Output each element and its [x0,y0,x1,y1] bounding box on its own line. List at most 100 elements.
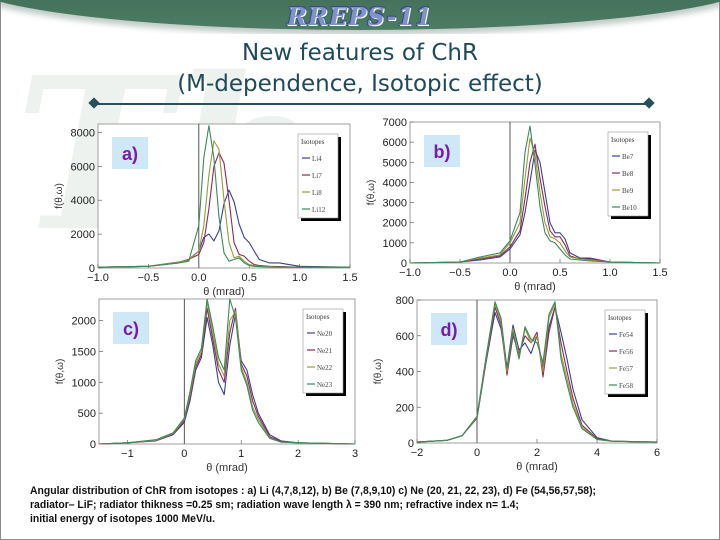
header-banner: RREPS-11 [0,0,720,34]
slide-title-line-2: (M-dependence, Isotopic effect) [177,71,543,97]
svg-text:2000: 2000 [383,218,407,230]
svg-text:f(θ,ω): f(θ,ω) [55,359,66,385]
svg-text:θ (mrad): θ (mrad) [203,286,245,298]
svg-text:1500: 1500 [72,346,96,358]
svg-text:0: 0 [90,439,96,451]
svg-text:Ne20: Ne20 [317,330,333,338]
svg-text:θ (mrad): θ (mrad) [206,462,248,474]
svg-text:6000: 6000 [383,137,407,149]
chart-plot-svg: −1.0 −0.5 0.0 0.5 1.0 1.5 0 1000 2000 3000 4000 500… [366,117,668,293]
svg-text:Ne23: Ne23 [317,381,333,389]
svg-text:4: 4 [594,447,600,459]
chart-d-iron: −2 0 2 4 6 0 200 400 600 800 θ (mrad) f(θ,ω) d) Isoto… [365,295,665,474]
svg-text:f(θ,ω): f(θ,ω) [373,359,384,385]
svg-text:Be10: Be10 [622,204,637,212]
svg-text:1000: 1000 [383,238,407,250]
svg-text:600: 600 [396,331,414,343]
svg-text:0: 0 [474,447,480,459]
svg-text:Be8: Be8 [622,170,634,178]
svg-text:θ (mrad): θ (mrad) [514,281,556,293]
svg-text:a): a) [122,144,138,164]
svg-text:Li8: Li8 [312,189,322,197]
series-line-ne20 [98,313,356,445]
svg-text:Li7: Li7 [312,172,322,180]
svg-text:500: 500 [78,408,96,420]
svg-text:Fe56: Fe56 [619,348,634,356]
svg-text:800: 800 [396,295,414,307]
svg-text:0: 0 [408,438,414,450]
svg-text:−1: −1 [121,448,134,460]
svg-text:Fe54: Fe54 [619,331,634,339]
chart-plot-svg: −1 0 1 2 3 0 500 1000 1500 2000 θ (mrad) f(θ,ω) c) Is… [55,298,358,474]
chart-legend: Isotopes Li4 Li7 Li8 Li12 [297,133,341,221]
svg-text:Isotopes: Isotopes [306,313,330,321]
svg-text:6: 6 [654,447,660,459]
svg-text:0.0: 0.0 [191,272,206,284]
svg-text:θ (mrad): θ (mrad) [516,461,558,473]
svg-text:1000: 1000 [72,377,96,389]
svg-text:2: 2 [295,448,301,460]
figure-caption: Angular distribution of ChR from isotope… [30,484,662,526]
panel-label: a) [112,137,148,169]
svg-text:c): c) [123,319,139,339]
svg-text:3000: 3000 [383,198,407,210]
svg-text:f(θ,ω): f(θ,ω) [366,180,377,206]
series-line-fe58 [416,301,658,443]
svg-text:8000: 8000 [71,127,95,139]
svg-text:2: 2 [534,447,540,459]
svg-text:−1.0: −1.0 [87,272,109,284]
svg-text:Be9: Be9 [622,187,634,195]
caption-line-3: initial energy of isotopes 1000 MeV/u. [30,513,216,525]
svg-text:Fe58: Fe58 [619,382,634,390]
svg-text:Li4: Li4 [312,155,322,163]
svg-text:3: 3 [352,448,358,460]
svg-text:Isotopes: Isotopes [301,138,325,146]
svg-text:Be7: Be7 [622,153,634,161]
chart-plot-svg: −1.0 −0.5 0.0 0.5 1.0 1.5 0 2000 4000 6000 8000 θ (… [54,123,358,298]
series-line-li12 [97,125,350,268]
svg-text:1.5: 1.5 [652,267,667,279]
svg-text:1.5: 1.5 [342,272,357,284]
svg-text:Fe57: Fe57 [619,365,634,373]
chart-legend: Isotopes Be7 Be8 Be9 Be10 [607,131,651,219]
svg-text:400: 400 [396,367,414,379]
svg-text:−0.5: −0.5 [449,267,471,279]
svg-text:−1.0: −1.0 [399,267,421,279]
series-line-be9 [409,137,661,264]
title-underline [94,103,650,105]
svg-text:−2: −2 [411,447,424,459]
svg-text:0.5: 0.5 [242,272,257,284]
svg-text:Isotopes: Isotopes [611,136,635,144]
svg-text:Isotopes: Isotopes [608,314,632,322]
chart-b-beryllium: −1.0 −0.5 0.0 0.5 1.0 1.5 0 1000 2000 3000 4000 500… [360,117,670,298]
svg-text:Ne21: Ne21 [317,347,333,355]
svg-text:0: 0 [401,258,407,270]
svg-text:200: 200 [396,402,414,414]
svg-text:b): b) [434,142,451,162]
svg-text:2000: 2000 [71,229,95,241]
svg-text:1.0: 1.0 [292,272,307,284]
svg-text:2000: 2000 [72,316,96,328]
svg-text:f(θ,ω): f(θ,ω) [54,183,65,209]
svg-text:0: 0 [181,448,187,460]
series-line-be10 [409,125,661,264]
chart-a-lithium: −1.0 −0.5 0.0 0.5 1.0 1.5 0 2000 4000 6000 8000 θ (… [50,120,360,298]
svg-text:4000: 4000 [71,195,95,207]
svg-text:1.0: 1.0 [602,267,617,279]
svg-text:4000: 4000 [383,177,407,189]
svg-text:7000: 7000 [383,117,407,129]
caption-line-2: radiator– LiF; radiator thikness =0.25 s… [30,499,519,511]
panel-label: b) [424,135,460,167]
series-line-ne21 [98,307,356,445]
svg-text:Li12: Li12 [312,206,326,214]
panel-label: c) [113,312,149,344]
slide-title: New features of ChR (M-dependence, Isoto… [0,38,720,100]
svg-text:0: 0 [89,263,95,275]
series-line-be7 [409,149,661,264]
svg-text:1: 1 [238,448,244,460]
svg-text:5000: 5000 [383,157,407,169]
chart-legend: Isotopes Fe54 Fe56 Fe57 Fe58 [604,309,648,397]
svg-text:−0.5: −0.5 [138,272,160,284]
svg-text:0.0: 0.0 [502,267,517,279]
